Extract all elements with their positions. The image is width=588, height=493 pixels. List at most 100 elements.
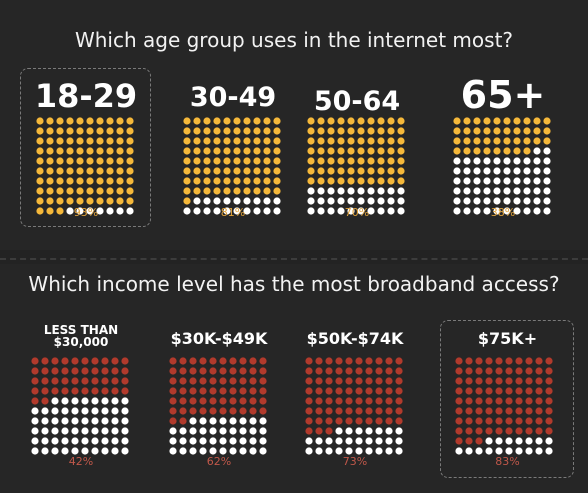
- waffle-dot-filled: [395, 417, 403, 425]
- waffle-dot-empty: [253, 207, 261, 215]
- waffle-dot-filled: [335, 407, 343, 415]
- waffle-dot-filled: [203, 127, 211, 135]
- waffle-dot-empty: [199, 447, 207, 455]
- waffle-dot-empty: [335, 427, 343, 435]
- waffle-dot-filled: [81, 377, 89, 385]
- waffle-dot-filled: [397, 157, 405, 165]
- waffle-dot-filled: [317, 157, 325, 165]
- waffle-dot-empty: [121, 437, 129, 445]
- waffle-dot-filled: [505, 377, 513, 385]
- waffle-dot-empty: [189, 447, 197, 455]
- waffle-dot-empty: [543, 147, 551, 155]
- waffle-dot-empty: [367, 187, 375, 195]
- waffle-dot-empty: [347, 197, 355, 205]
- waffle-dot-filled: [51, 387, 59, 395]
- waffle-dot-filled: [325, 417, 333, 425]
- waffle-dot-filled: [347, 127, 355, 135]
- waffle-dot-filled: [495, 427, 503, 435]
- waffle-dot-empty: [463, 157, 471, 165]
- waffle-dot-empty: [229, 427, 237, 435]
- waffle-dot-filled: [199, 387, 207, 395]
- waffle-dot-filled: [101, 367, 109, 375]
- waffle-dot-filled: [189, 407, 197, 415]
- waffle-dot-filled: [347, 137, 355, 145]
- waffle-dot-filled: [523, 147, 531, 155]
- waffle-dot-filled: [209, 377, 217, 385]
- waffle-dot-filled: [327, 117, 335, 125]
- waffle-dot-empty: [121, 397, 129, 405]
- waffle-dot-empty: [523, 177, 531, 185]
- waffle-dot-filled: [116, 177, 124, 185]
- waffle-dot-empty: [71, 417, 79, 425]
- waffle-dot-filled: [76, 137, 84, 145]
- waffle-dot-empty: [51, 417, 59, 425]
- waffle-dot-filled: [46, 197, 54, 205]
- waffle-dot-filled: [455, 417, 463, 425]
- waffle-dot-empty: [493, 197, 501, 205]
- waffle-dot-empty: [357, 207, 365, 215]
- waffle-dot-filled: [345, 357, 353, 365]
- waffle-dot-empty: [51, 397, 59, 405]
- waffle-dot-filled: [203, 147, 211, 155]
- waffle-dot-empty: [533, 157, 541, 165]
- waffle-dot-empty: [101, 437, 109, 445]
- waffle-dot-filled: [365, 407, 373, 415]
- waffle-svg: [453, 117, 551, 215]
- waffle-dot-empty: [51, 447, 59, 455]
- waffle-dot-filled: [465, 427, 473, 435]
- waffle-dot-filled: [126, 187, 134, 195]
- waffle-dot-filled: [223, 147, 231, 155]
- waffle-dot-filled: [377, 157, 385, 165]
- waffle-dot-filled: [213, 177, 221, 185]
- waffle-dot-filled: [203, 157, 211, 165]
- waffle-dot-filled: [365, 367, 373, 375]
- waffle-dot-filled: [365, 417, 373, 425]
- waffle-dot-empty: [126, 207, 134, 215]
- waffle-dot-filled: [315, 357, 323, 365]
- waffle-dot-filled: [253, 187, 261, 195]
- waffle-dot-filled: [473, 127, 481, 135]
- waffle-dot-filled: [213, 167, 221, 175]
- waffle-dot-empty: [357, 187, 365, 195]
- waffle-dot-filled: [337, 167, 345, 175]
- waffle-dot-filled: [543, 127, 551, 135]
- waffle-dot-filled: [543, 117, 551, 125]
- waffle-dot-empty: [81, 427, 89, 435]
- waffle-dot-empty: [513, 177, 521, 185]
- waffle-dot-empty: [41, 417, 49, 425]
- waffle-dot-empty: [91, 437, 99, 445]
- waffle-dot-empty: [395, 447, 403, 455]
- waffle-dot-empty: [453, 167, 461, 175]
- waffle-dot-empty: [249, 437, 257, 445]
- waffle-dot-filled: [475, 367, 483, 375]
- waffle-dot-empty: [209, 417, 217, 425]
- waffle-dot-filled: [337, 157, 345, 165]
- waffle-dot-filled: [475, 407, 483, 415]
- waffle-dot-filled: [483, 127, 491, 135]
- waffle-dot-empty: [493, 177, 501, 185]
- waffle-dot-empty: [305, 437, 313, 445]
- waffle-dot-empty: [317, 197, 325, 205]
- waffle-dot-filled: [31, 387, 39, 395]
- waffle-dot-filled: [169, 377, 177, 385]
- waffle-dot-empty: [61, 437, 69, 445]
- waffle-dot-filled: [106, 187, 114, 195]
- waffle-dot-filled: [243, 157, 251, 165]
- waffle-dot-filled: [36, 187, 44, 195]
- waffle-dot-empty: [229, 417, 237, 425]
- waffle-dot-filled: [229, 387, 237, 395]
- waffle-dot-empty: [395, 437, 403, 445]
- waffle-dot-filled: [475, 387, 483, 395]
- waffle-dot-empty: [397, 197, 405, 205]
- waffle-dot-filled: [199, 367, 207, 375]
- waffle-dot-empty: [465, 447, 473, 455]
- waffle-dot-filled: [377, 177, 385, 185]
- waffle-dot-filled: [56, 127, 64, 135]
- waffle-dot-filled: [86, 197, 94, 205]
- waffle-dot-empty: [193, 207, 201, 215]
- waffle-dot-empty: [239, 447, 247, 455]
- waffle-dot-empty: [533, 167, 541, 175]
- waffle-dot-empty: [199, 427, 207, 435]
- waffle-dot-filled: [385, 367, 393, 375]
- waffle-dot-empty: [243, 197, 251, 205]
